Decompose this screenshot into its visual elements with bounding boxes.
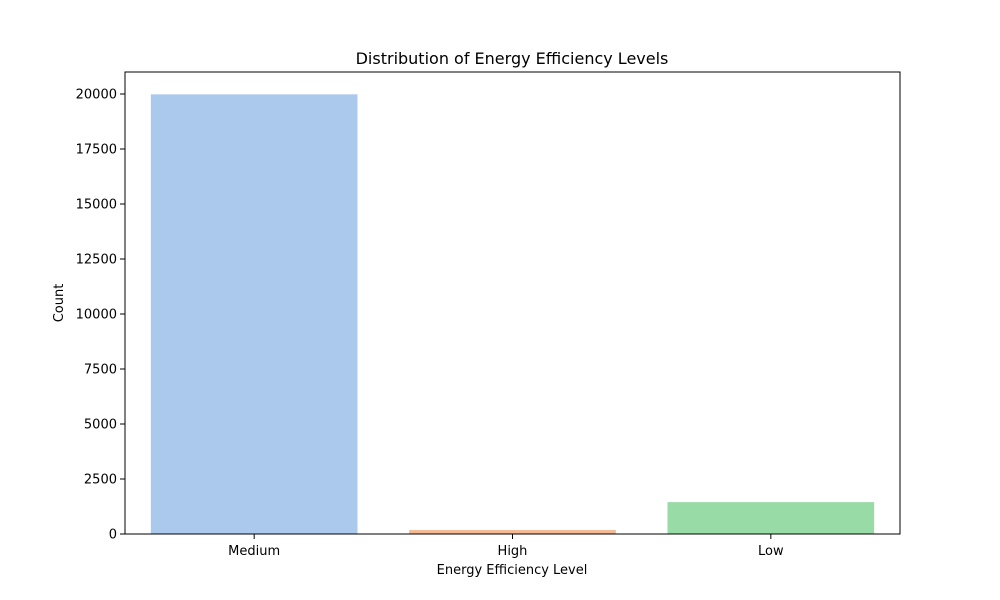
y-tick-label: 17500 <box>76 143 117 158</box>
x-tick-label: Low <box>758 544 784 559</box>
y-tick-label: 20000 <box>76 88 117 103</box>
bar-high <box>409 530 616 534</box>
x-tick-label: High <box>498 544 528 559</box>
x-axis-label: Energy Efficiency Level <box>437 563 588 578</box>
x-tick-label: Medium <box>228 544 280 559</box>
x-axis: Medium High Low <box>228 534 784 559</box>
y-tick-label: 0 <box>109 528 117 543</box>
y-tick-label: 5000 <box>84 418 117 433</box>
bar-low <box>667 502 875 534</box>
y-tick-label: 12500 <box>76 253 117 268</box>
y-tick-label: 2500 <box>84 473 117 488</box>
y-axis-label: Count <box>52 284 67 323</box>
chart-title: Distribution of Energy Efficiency Levels <box>356 49 669 68</box>
y-tick-label: 15000 <box>76 198 117 213</box>
bar-medium <box>150 94 358 534</box>
bars-group <box>150 94 875 534</box>
y-axis: 0 2500 5000 7500 10000 12500 15000 17500 20000 <box>76 88 125 543</box>
y-tick-label: 7500 <box>84 363 117 378</box>
y-tick-label: 10000 <box>76 308 117 323</box>
plot-frame <box>124 71 901 535</box>
